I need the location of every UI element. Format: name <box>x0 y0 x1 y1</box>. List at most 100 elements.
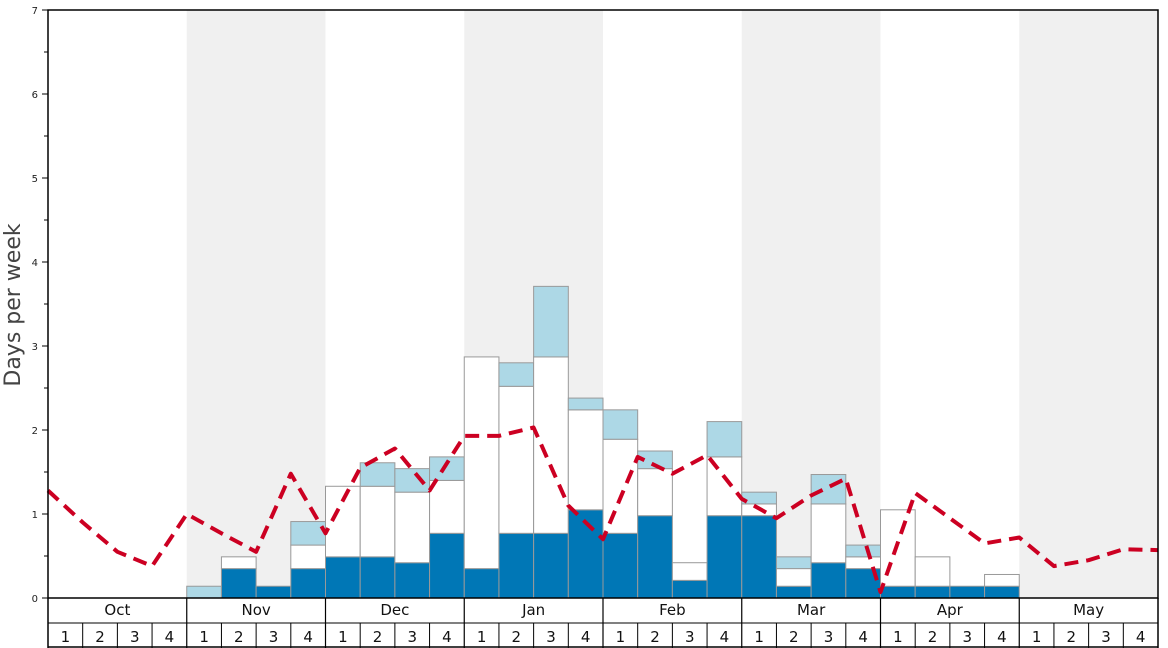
bar-segment <box>359 485 396 558</box>
bars <box>186 285 1020 599</box>
bar-segment <box>498 362 535 387</box>
month-label-oct: Oct <box>104 601 130 619</box>
week-label: 4 <box>1136 628 1146 646</box>
week-label: 3 <box>1101 628 1111 646</box>
bar-segment <box>984 585 1020 599</box>
week-label: 3 <box>824 628 834 646</box>
y-tick-label: 7 <box>32 6 38 17</box>
bar-segment <box>429 479 465 534</box>
bar-segment <box>706 515 743 599</box>
month-label-feb: Feb <box>659 601 686 619</box>
week-label: 3 <box>546 628 556 646</box>
week-label: 1 <box>477 628 487 646</box>
week-label: 4 <box>442 628 452 646</box>
bar-segment <box>949 585 986 599</box>
bar-segment <box>602 532 639 599</box>
week-label: 2 <box>789 628 799 646</box>
bar-segment <box>810 474 847 505</box>
bar-segment <box>290 544 326 570</box>
bar-segment <box>186 585 222 599</box>
bar-segment <box>325 556 361 599</box>
bar-segment <box>290 568 326 599</box>
y-tick-label: 4 <box>32 258 38 269</box>
bar-segment <box>359 556 396 599</box>
week-label: 1 <box>61 628 71 646</box>
bar-segment <box>706 421 743 458</box>
bar-segment <box>810 503 847 564</box>
y-tick-label: 5 <box>32 174 38 185</box>
bar-segment <box>845 556 881 570</box>
bar-segment <box>602 409 639 440</box>
month-label-apr: Apr <box>937 601 964 619</box>
bar-segment <box>463 356 500 570</box>
bar-segment <box>533 356 569 534</box>
bar-segment <box>914 585 951 599</box>
week-label: 2 <box>373 628 383 646</box>
week-label: 3 <box>407 628 417 646</box>
week-label: 3 <box>269 628 279 646</box>
week-label: 4 <box>303 628 313 646</box>
bar-segment <box>775 568 812 587</box>
bar-segment <box>567 409 604 511</box>
week-label: 1 <box>616 628 626 646</box>
y-axis <box>42 9 1159 599</box>
trend-line <box>46 425 1159 595</box>
bar-segment <box>637 515 673 599</box>
week-label: 3 <box>962 628 972 646</box>
y-tick-label: 6 <box>32 90 38 101</box>
month-shade-nov <box>186 10 326 598</box>
week-label: 2 <box>928 628 938 646</box>
bar-segment <box>498 532 535 599</box>
trend-line-path <box>46 425 1159 595</box>
month-label-may: May <box>1073 601 1104 619</box>
bar-segment <box>290 521 326 546</box>
week-label: 1 <box>754 628 764 646</box>
week-label: 3 <box>130 628 140 646</box>
bar-segment <box>220 556 257 570</box>
bar-segment <box>671 579 708 599</box>
bar-segment <box>533 285 569 358</box>
bar-segment <box>775 556 812 570</box>
week-label: 4 <box>581 628 591 646</box>
bar-segment <box>255 585 292 599</box>
bar-segment <box>706 456 743 517</box>
week-label: 2 <box>234 628 244 646</box>
y-tick-label: 2 <box>32 426 38 437</box>
week-label: 4 <box>165 628 175 646</box>
week-label: 2 <box>512 628 522 646</box>
y-axis-label: Days per week <box>1 223 26 386</box>
bar-segment <box>463 568 500 599</box>
month-label-jan: Jan <box>521 601 545 619</box>
week-label: 2 <box>650 628 660 646</box>
bar-segment <box>220 568 257 599</box>
week-label: 1 <box>338 628 348 646</box>
bar-segment <box>810 562 847 599</box>
bar-segment <box>741 515 777 599</box>
bar-segment <box>394 468 431 493</box>
week-label: 1 <box>893 628 903 646</box>
axis-labels: 0 1 2 3 4 5 6 7 Oct 1 2 3 4 Nov 1 2 3 4 Dec 1 2 3 4 Jan 1 2 3 4 Feb 1… <box>32 6 1146 646</box>
week-label: 2 <box>1067 628 1077 646</box>
week-label: 3 <box>685 628 695 646</box>
week-label: 2 <box>95 628 105 646</box>
bar-segment <box>498 385 535 534</box>
bar-segment <box>637 468 673 517</box>
bar-segment <box>394 491 431 564</box>
bar-segment <box>429 532 465 599</box>
week-label: 4 <box>997 628 1007 646</box>
bar-segment <box>671 562 708 581</box>
month-shade-may <box>1019 10 1158 598</box>
bar-segment <box>602 438 639 534</box>
week-label: 4 <box>858 628 868 646</box>
bar-segment <box>567 397 604 411</box>
month-label-mar: Mar <box>797 601 826 619</box>
x-axis-table <box>47 598 1159 648</box>
month-label-dec: Dec <box>380 601 409 619</box>
bar-segment <box>775 585 812 599</box>
bar-segment <box>741 491 777 505</box>
y-tick-label: 1 <box>32 510 38 521</box>
bar-segment <box>984 573 1020 587</box>
bar-segment <box>914 556 951 587</box>
bar-segment <box>533 532 569 599</box>
